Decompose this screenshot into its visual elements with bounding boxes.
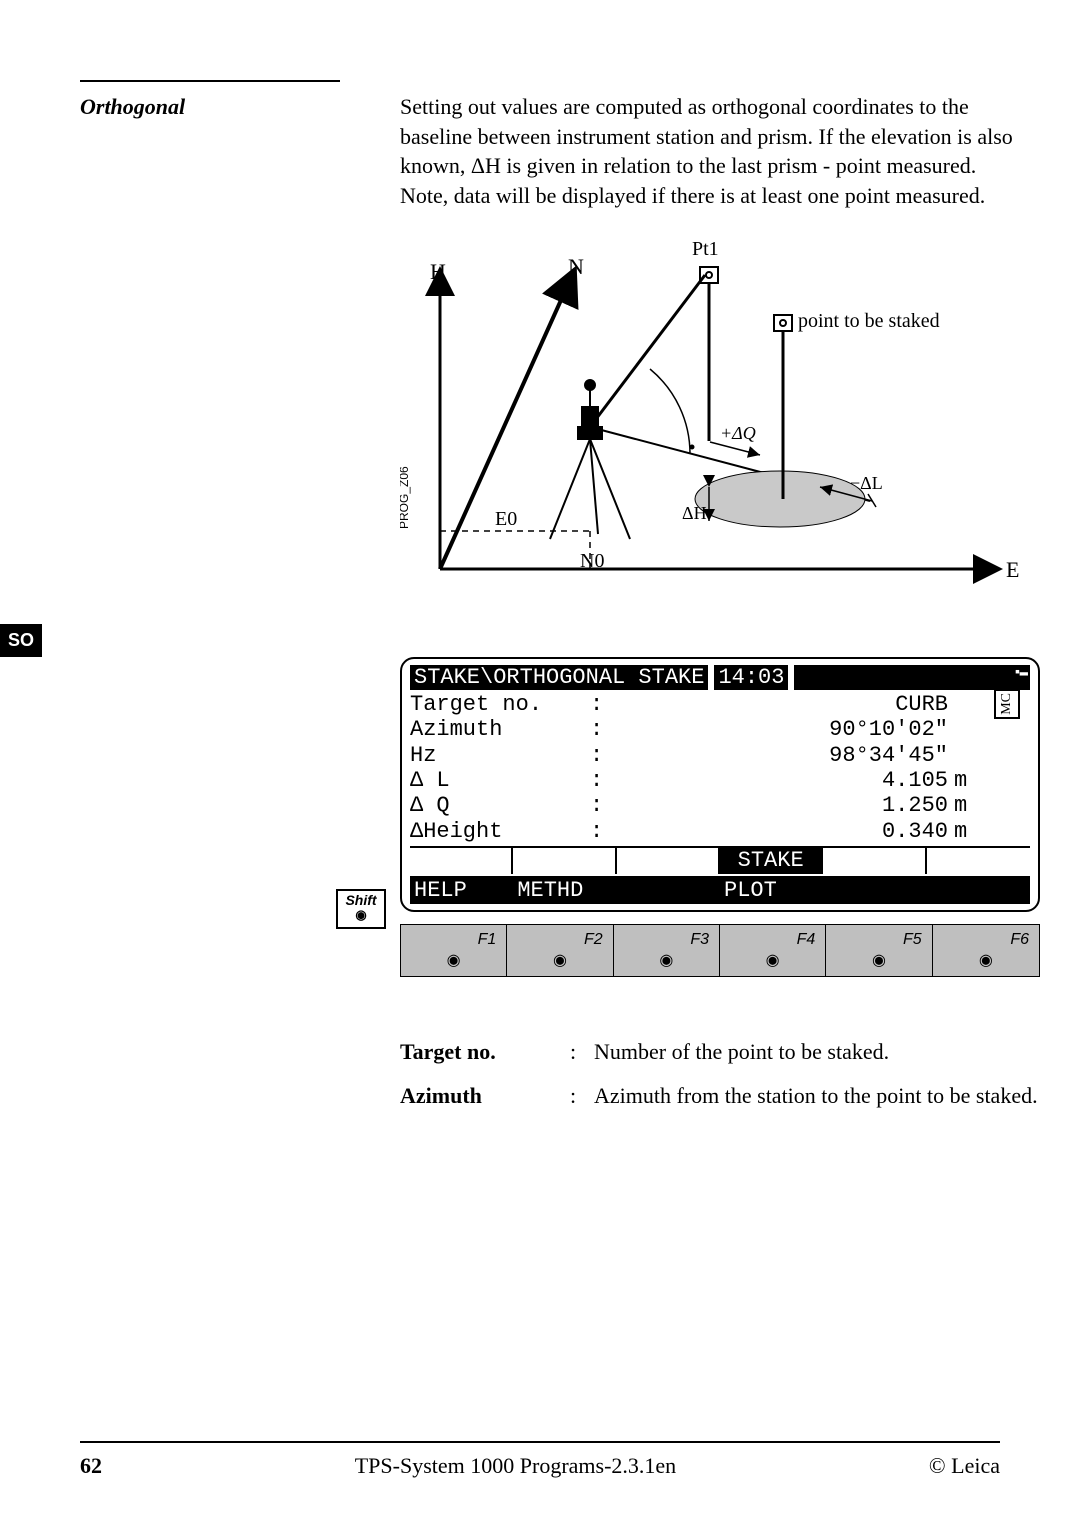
orthogonal-diagram: PROG_Z06 H E N E0 N0 (400, 239, 1040, 609)
def-desc-target-no: Number of the point to be staked. (594, 1037, 1040, 1067)
axis-h-label: H (430, 259, 446, 284)
lcd-row: Azimuth:90°10'02" (410, 717, 1030, 742)
lcd-row-value: 98°34'45" (606, 743, 954, 768)
lcd-row: Hz:98°34'45" (410, 743, 1030, 768)
body-para-1: Setting out values are computed as ortho… (400, 92, 1040, 181)
lcd-row-value: 1.250 (606, 793, 954, 818)
def-term-target-no: Target no. (400, 1037, 570, 1067)
e0-label: E0 (495, 508, 517, 530)
shift-softkey-5[interactable] (823, 878, 926, 904)
softkey-2[interactable] (513, 848, 616, 874)
lcd-row-label: ΔHeight (410, 819, 590, 844)
softkey-row-primary: STAKE (410, 846, 1030, 874)
shift-softkey-3[interactable] (617, 878, 720, 904)
page-number: 62 (80, 1453, 102, 1479)
def-desc-azimuth: Azimuth from the station to the point to… (594, 1081, 1040, 1111)
softkey-row-shift: HELP METHD PLOT (410, 876, 1030, 904)
side-tab-so: SO (0, 624, 42, 657)
fkey-f5[interactable]: F5◉ (826, 925, 932, 976)
shift-softkey-help[interactable]: HELP (410, 878, 513, 904)
lcd-row-unit: m (954, 768, 990, 793)
lcd-row-label: Target no. (410, 692, 590, 717)
lcd-row-unit: m (954, 793, 990, 818)
n0-label: N0 (580, 550, 604, 572)
softkey-1[interactable] (410, 848, 513, 874)
shift-softkey-plot[interactable]: PLOT (720, 878, 823, 904)
shift-softkey-6[interactable] (927, 878, 1030, 904)
dl-label: −ΔL (850, 473, 883, 493)
footer-center: TPS-System 1000 Programs-2.3.1en (355, 1453, 676, 1479)
axis-e-label: E (1006, 557, 1019, 582)
lcd-row-label: Hz (410, 743, 590, 768)
screen-title: STAKE\ORTHOGONAL STAKE (410, 665, 708, 690)
lcd-row-label: Azimuth (410, 717, 590, 742)
fkey-f4[interactable]: F4◉ (720, 925, 826, 976)
definitions-list: Target no. : Number of the point to be s… (400, 1037, 1040, 1110)
lcd-row-unit: m (954, 819, 990, 844)
dh-label: ΔH (682, 503, 707, 523)
lcd-row-value: 4.105 (606, 768, 954, 793)
screen-time: 14:03 (714, 665, 788, 690)
lcd-row-label: Δ L (410, 768, 590, 793)
lcd-row: Δ L:4.105m (410, 768, 1030, 793)
fkey-f6[interactable]: F6◉ (933, 925, 1039, 976)
lcd-row-value: CURB (606, 692, 954, 717)
softkey-6[interactable] (927, 848, 1030, 874)
fkey-f2[interactable]: F2◉ (507, 925, 613, 976)
lcd-row-value: 90°10'02" (606, 717, 954, 742)
diagram-code-label: PROG_Z06 (400, 466, 411, 529)
fkey-f3[interactable]: F3◉ (614, 925, 720, 976)
footer-right: © Leica (929, 1453, 1000, 1479)
softkey-3[interactable] (617, 848, 720, 874)
lcd-row: ΔHeight:0.340m (410, 819, 1030, 844)
lcd-row: Target no.:CURB (410, 692, 1030, 717)
lcd-screen-panel: Shift STAKE\ORTHOGONAL STAKE 14:03 ▪▬ MC… (400, 657, 1040, 977)
fkey-strip: F1◉ F2◉ F3◉ F4◉ F5◉ F6◉ (400, 924, 1040, 977)
fkey-f1[interactable]: F1◉ (401, 925, 507, 976)
page-footer: 62 TPS-System 1000 Programs-2.3.1en © Le… (80, 1441, 1000, 1479)
shift-key[interactable]: Shift (336, 889, 386, 929)
softkey-5[interactable] (823, 848, 926, 874)
mc-badge: MC (994, 689, 1020, 719)
dq-label: +ΔQ (720, 423, 756, 443)
section-heading: Orthogonal (80, 92, 400, 120)
def-term-azimuth: Azimuth (400, 1081, 570, 1111)
lcd-row-value: 0.340 (606, 819, 954, 844)
body-para-2: Note, data will be displayed if there is… (400, 181, 1040, 211)
shift-softkey-methd[interactable]: METHD (513, 878, 616, 904)
lcd-row-label: Δ Q (410, 793, 590, 818)
staked-label: point to be staked (798, 310, 940, 332)
lcd-row: Δ Q:1.250m (410, 793, 1030, 818)
battery-icon: ▪▬ (794, 665, 1030, 690)
softkey-4-stake[interactable]: STAKE (720, 848, 823, 874)
axis-n-label: N (568, 254, 584, 279)
pt1-label: Pt1 (692, 239, 719, 260)
